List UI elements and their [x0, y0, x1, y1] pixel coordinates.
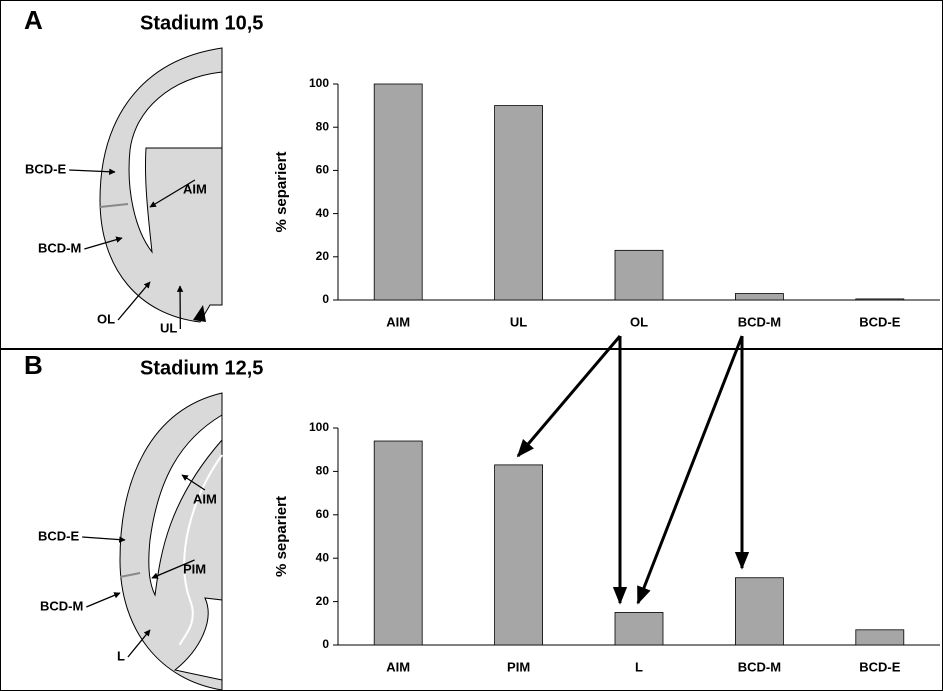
panel-label: B	[24, 350, 43, 380]
y-tick-label: 0	[322, 292, 329, 306]
bar	[735, 578, 783, 645]
x-tick-label: PIM	[507, 659, 530, 674]
chart-title: Stadium 12,5	[140, 357, 263, 379]
figure: A Stadium 10,5 % separiert 0 20 40 60 80 100 AIM U…	[0, 0, 943, 691]
y-tick-label: 40	[316, 206, 330, 220]
y-tick-label: 60	[316, 507, 330, 521]
x-tick-label: AIM	[386, 314, 410, 329]
bar	[735, 294, 783, 300]
diagram-label: AIM	[193, 491, 217, 506]
bar	[495, 106, 543, 300]
bar	[374, 84, 422, 300]
y-axis-label: % separiert	[273, 152, 290, 233]
diagram-label: BCD-E	[25, 161, 66, 176]
y-tick-label: 80	[316, 464, 330, 478]
y-tick-label: 0	[322, 637, 329, 651]
diagram-label: BCD-E	[38, 528, 79, 543]
diagram-label: BCD-M	[38, 240, 81, 255]
chart-title: Stadium 10,5	[140, 12, 263, 34]
bar	[374, 441, 422, 645]
y-tick-label: 20	[316, 249, 330, 263]
diagram-label: OL	[97, 311, 115, 326]
bar	[856, 630, 904, 645]
bar	[615, 250, 663, 300]
diagram-label: UL	[160, 320, 177, 335]
x-tick-label: L	[635, 659, 643, 674]
panel-label: A	[24, 5, 43, 35]
x-tick-label: BCD-E	[859, 659, 900, 674]
y-tick-label: 20	[316, 594, 330, 608]
diagram-label: L	[117, 648, 125, 663]
diagram-label: AIM	[183, 181, 207, 196]
y-tick-label: 100	[309, 76, 329, 90]
bar	[856, 299, 904, 300]
x-tick-label: AIM	[386, 659, 410, 674]
x-tick-label: BCD-E	[859, 314, 900, 329]
diagram-label: BCD-M	[40, 598, 83, 613]
x-tick-label: OL	[630, 314, 648, 329]
y-tick-label: 80	[316, 119, 330, 133]
y-tick-label: 60	[316, 163, 330, 177]
bar	[495, 465, 543, 645]
y-tick-label: 40	[316, 550, 330, 564]
bar	[615, 612, 663, 645]
y-axis-label: % separiert	[273, 496, 290, 577]
x-tick-label: BCD-M	[738, 314, 781, 329]
y-tick-label: 100	[309, 420, 329, 434]
x-tick-label: BCD-M	[738, 659, 781, 674]
x-tick-label: UL	[510, 314, 527, 329]
